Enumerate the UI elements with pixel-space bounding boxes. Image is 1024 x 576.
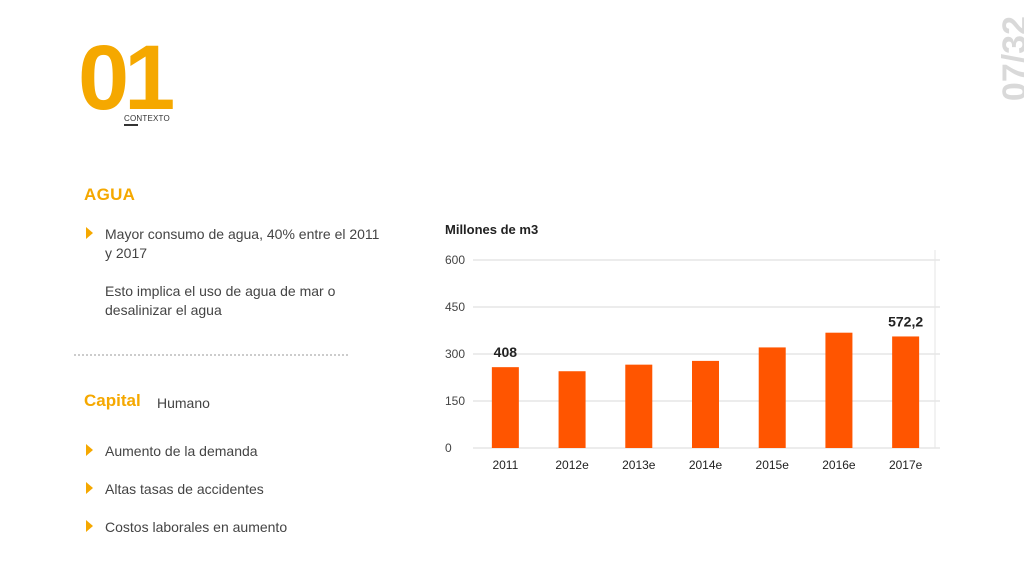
y-tick-label: 300 xyxy=(445,347,465,361)
bar xyxy=(692,360,719,448)
bar xyxy=(491,367,519,448)
x-tick-label: 2012e xyxy=(555,458,589,472)
agua-heading: AGUA xyxy=(84,185,136,204)
bullet-arrow-icon xyxy=(86,482,93,494)
x-tick-label: 2011 xyxy=(492,458,518,472)
bar xyxy=(892,336,920,448)
bar xyxy=(558,371,586,448)
capital-subheading: Humano xyxy=(157,395,210,411)
capital-item: Altas tasas de accidentes xyxy=(105,481,264,497)
capital-item: Costos laborales en aumento xyxy=(105,519,288,535)
section-number: 01 xyxy=(78,27,175,129)
y-tick-label: 450 xyxy=(445,300,465,314)
y-tick-label: 0 xyxy=(445,441,452,455)
x-tick-label: 2015e xyxy=(756,458,790,472)
x-tick-label: 2017e xyxy=(889,458,923,472)
x-tick-label: 2016e xyxy=(822,458,856,472)
bar xyxy=(625,364,653,448)
dotted-divider xyxy=(74,354,348,356)
bar xyxy=(825,332,853,448)
agua-bullet-line-2: y 2017 xyxy=(105,245,148,261)
agua-bullet-line-1: Mayor consumo de agua, 40% entre el 2011 xyxy=(105,226,380,242)
data-label: 408 xyxy=(494,344,518,360)
data-label: 572,2 xyxy=(888,313,923,329)
y-tick-label: 600 xyxy=(445,253,465,267)
x-tick-label: 2013e xyxy=(622,458,656,472)
x-tick-label: 2014e xyxy=(689,458,723,472)
bullet-arrow-icon xyxy=(86,227,93,239)
section-underline xyxy=(124,124,138,126)
bar xyxy=(758,347,786,448)
agua-note-line-2: desalinizar el agua xyxy=(105,302,222,318)
section-label: CONTEXTO xyxy=(124,114,170,123)
capital-heading: Capital xyxy=(84,391,141,410)
bullet-arrow-icon xyxy=(86,520,93,532)
chart-title: Millones de m3 xyxy=(445,222,539,237)
agua-note-line-1: Esto implica el uso de agua de mar o xyxy=(105,283,336,299)
capital-item: Aumento de la demanda xyxy=(105,443,258,459)
y-tick-label: 150 xyxy=(445,394,465,408)
bullet-arrow-icon xyxy=(86,444,93,456)
